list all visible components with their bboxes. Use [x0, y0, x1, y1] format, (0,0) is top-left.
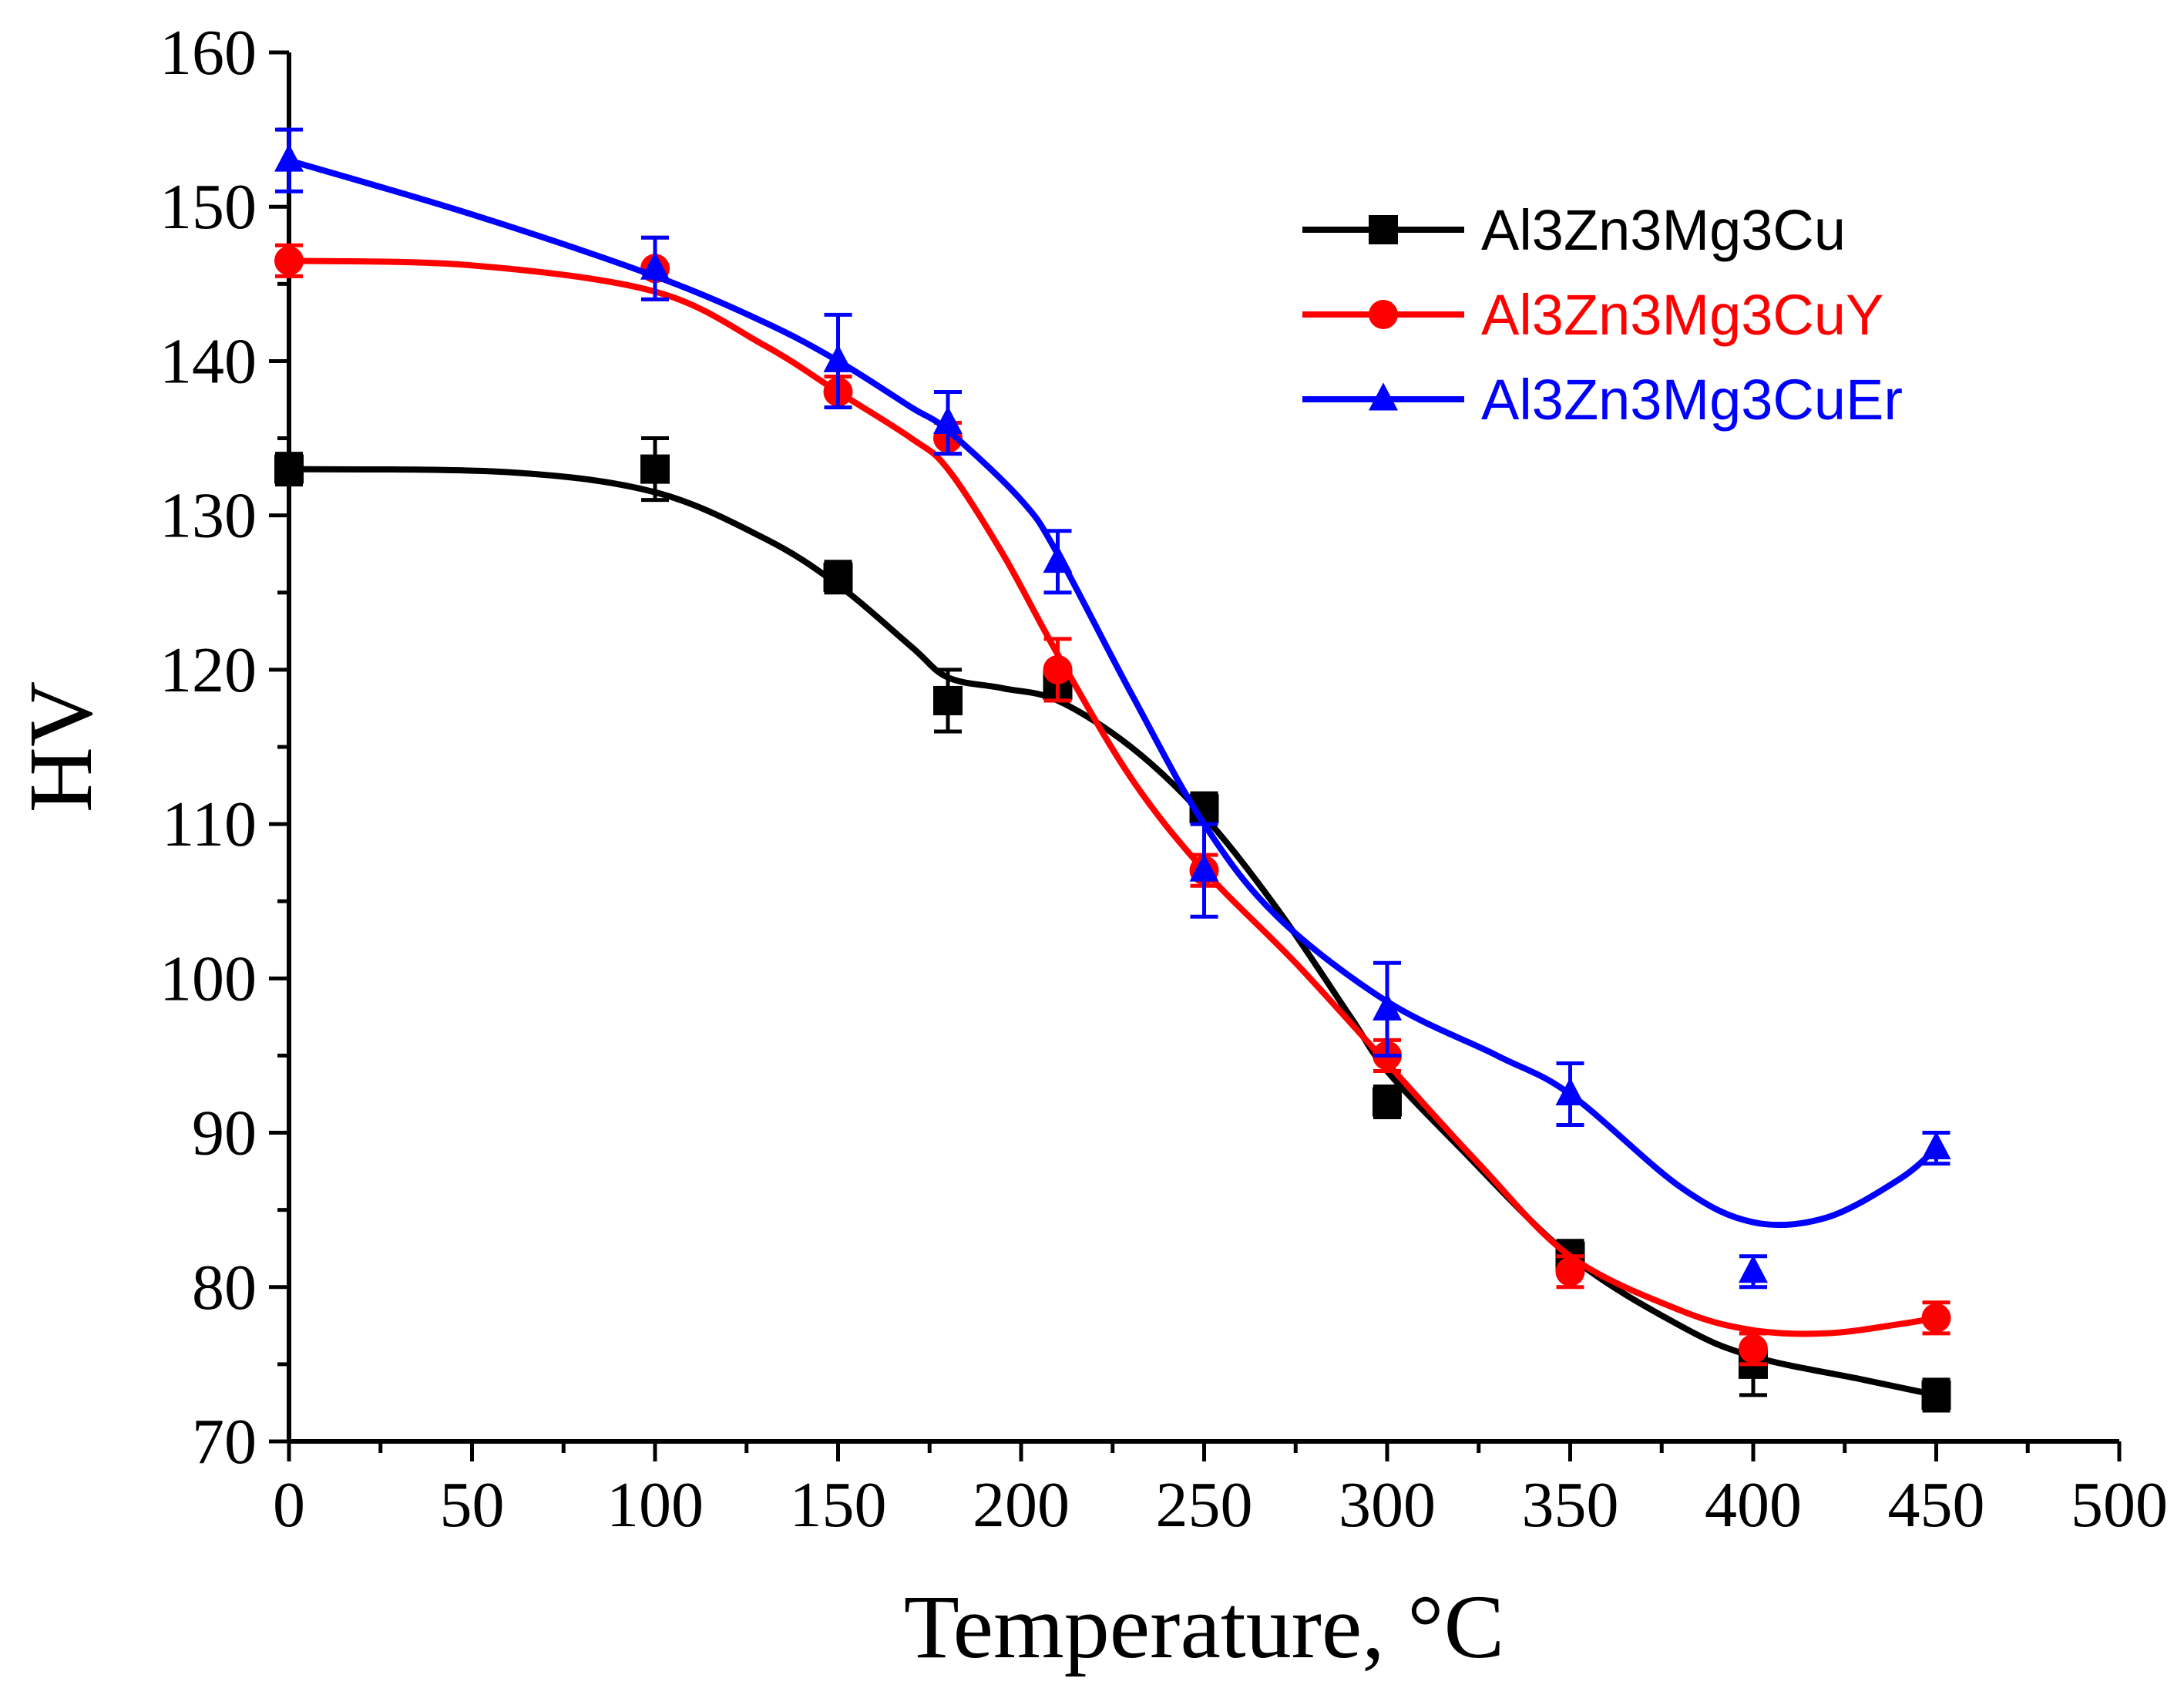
y-tick-label: 70 — [192, 1406, 257, 1478]
data-point — [1921, 1380, 1951, 1410]
data-point — [274, 143, 304, 172]
data-point — [1373, 1087, 1402, 1117]
series-Al3Zn3Mg3Cu — [274, 436, 1951, 1413]
fit-curve — [288, 466, 1937, 1398]
data-point — [1043, 545, 1073, 573]
data-point — [1739, 1333, 1768, 1364]
data-point — [274, 454, 304, 484]
fit-curve — [287, 157, 1939, 1229]
x-tick-label: 300 — [1339, 1469, 1436, 1541]
data-point — [1043, 654, 1073, 684]
legend-item: Al3Zn3Mg3CuEr — [1302, 368, 1903, 432]
legend-label: Al3Zn3Mg3CuEr — [1481, 368, 1903, 432]
legend-label: Al3Zn3Mg3Cu — [1481, 198, 1846, 262]
data-point — [274, 246, 304, 276]
data-point — [1921, 1131, 1951, 1160]
x-tick-label: 200 — [973, 1469, 1070, 1541]
y-tick-label: 110 — [162, 789, 257, 860]
x-tick-label: 250 — [1156, 1469, 1253, 1541]
x-axis-ticks: 0 50 100 150 200 250 300 350 400 450 500 — [273, 1441, 2168, 1541]
x-tick-label: 450 — [1888, 1469, 1985, 1541]
data-point — [1739, 1255, 1768, 1283]
legend-marker — [1369, 300, 1398, 329]
x-tick-label: 400 — [1705, 1469, 1802, 1541]
y-tick-label: 80 — [192, 1252, 257, 1323]
y-tick-label: 150 — [160, 171, 257, 243]
data-point — [1555, 1077, 1585, 1105]
data-point — [933, 405, 963, 434]
x-tick-label: 500 — [2071, 1469, 2168, 1541]
y-axis-ticks: 70 80 90 100 110 120 130 140 150 160 — [160, 17, 289, 1478]
legend-item: Al3Zn3Mg3CuY — [1302, 283, 1883, 347]
data-point — [823, 562, 853, 592]
data-point — [823, 344, 853, 372]
x-tick-label: 0 — [273, 1469, 305, 1541]
fit-curve — [288, 257, 1937, 1337]
x-tick-label: 100 — [606, 1469, 704, 1541]
legend-label: Al3Zn3Mg3CuY — [1481, 283, 1883, 347]
x-tick-label: 150 — [790, 1469, 887, 1541]
legend: Al3Zn3Mg3Cu Al3Zn3Mg3CuY Al3Zn3Mg3CuEr — [1302, 198, 1903, 432]
data-point — [1189, 853, 1219, 882]
y-tick-label: 140 — [160, 325, 257, 397]
y-axis-title: HV — [10, 681, 111, 812]
data-point — [640, 454, 670, 484]
data-point — [1555, 1256, 1585, 1286]
legend-marker — [1369, 215, 1398, 244]
y-tick-label: 90 — [192, 1098, 257, 1169]
legend-marker — [1369, 382, 1398, 411]
data-point — [1373, 992, 1402, 1021]
legend-item: Al3Zn3Mg3Cu — [1302, 198, 1846, 262]
data-point — [1921, 1303, 1951, 1333]
x-tick-label: 50 — [440, 1469, 505, 1541]
y-tick-label: 130 — [160, 480, 257, 552]
y-tick-label: 120 — [160, 634, 257, 706]
data-point — [640, 251, 670, 280]
y-tick-label: 160 — [160, 17, 257, 89]
x-axis-title: Temperature, °C — [904, 1576, 1504, 1677]
series-layer — [274, 127, 1951, 1413]
series-Al3Zn3Mg3CuEr — [274, 127, 1951, 1290]
y-tick-label: 100 — [160, 943, 257, 1014]
x-tick-label: 350 — [1522, 1469, 1619, 1541]
data-point — [933, 685, 963, 715]
